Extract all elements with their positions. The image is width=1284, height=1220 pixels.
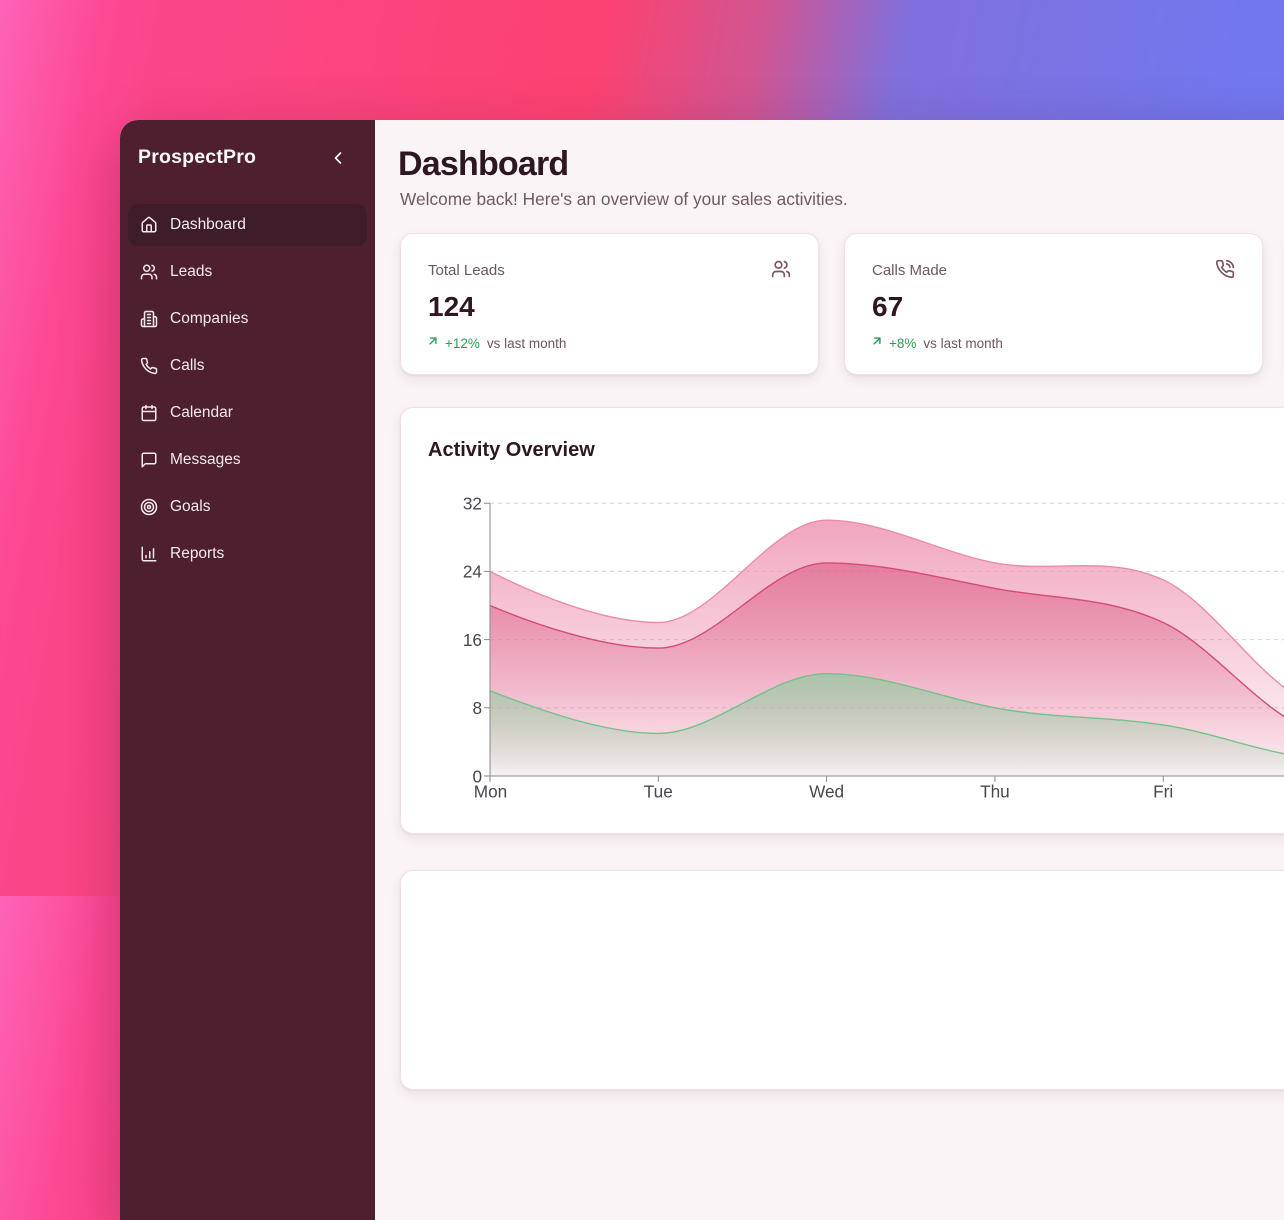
svg-text:16: 16 — [463, 630, 482, 650]
svg-text:32: 32 — [463, 494, 482, 514]
svg-text:24: 24 — [463, 562, 483, 582]
svg-text:8: 8 — [472, 698, 482, 718]
svg-text:Thu: Thu — [980, 782, 1010, 802]
svg-text:Fri: Fri — [1153, 782, 1173, 802]
svg-text:Mon: Mon — [474, 782, 507, 802]
svg-text:Tue: Tue — [644, 782, 673, 802]
svg-text:Wed: Wed — [809, 782, 844, 802]
svg-text:0: 0 — [472, 766, 482, 786]
